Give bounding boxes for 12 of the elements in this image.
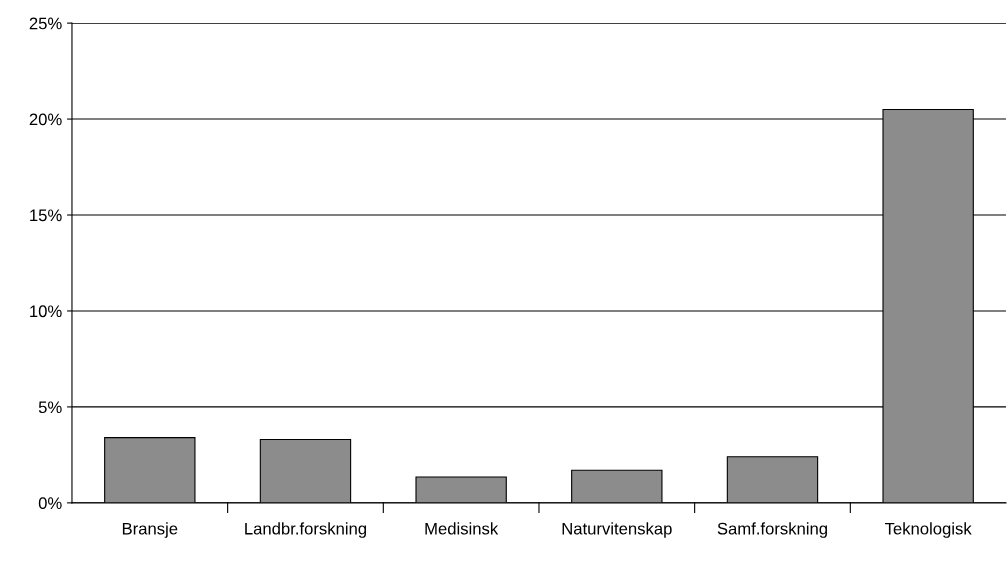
x-tick-label: Naturvitenskap bbox=[562, 522, 672, 538]
x-tick-label: Bransje bbox=[122, 522, 178, 538]
x-tick-label: Medisinsk bbox=[425, 522, 499, 535]
y-tick-label: 15% bbox=[30, 209, 62, 222]
x-tick-label: Teknologisk bbox=[884, 522, 972, 538]
x-tick-label: Landbr.forskning bbox=[245, 522, 367, 538]
y-tick-label: 25% bbox=[29, 17, 62, 30]
x-tick-label: Samf.forskning bbox=[717, 522, 827, 538]
y-tick-label: 20% bbox=[29, 113, 62, 126]
y-tick-label: 0% bbox=[38, 497, 62, 510]
y-tick-label: 10% bbox=[30, 305, 62, 318]
y-tick-label: 5% bbox=[38, 401, 62, 414]
